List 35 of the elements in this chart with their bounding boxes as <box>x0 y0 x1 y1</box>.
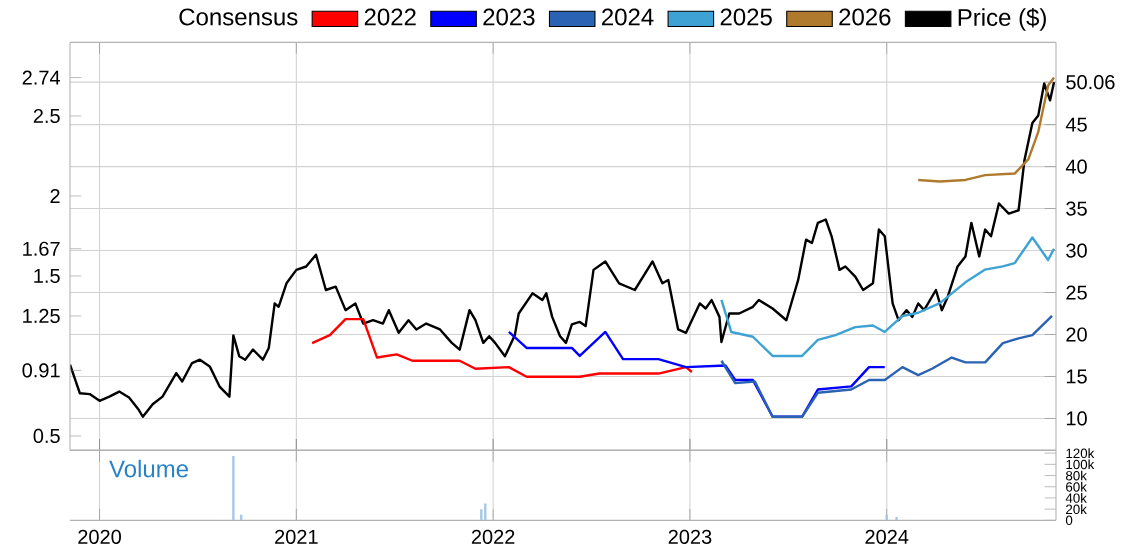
y-tick-label: 2.5 <box>33 108 60 123</box>
legend-title: Consensus <box>179 8 298 26</box>
legend-label: 2022 <box>364 8 416 26</box>
line-series <box>507 330 886 418</box>
y2-tick-label: 15 <box>1066 369 1087 384</box>
legend-label: Price ($) <box>958 7 1046 31</box>
y-tick-label: 1.25 <box>23 308 60 323</box>
x-tick-label: 2021 <box>275 529 318 544</box>
y-tick-label: 0.91 <box>22 362 60 378</box>
legend-label: 2026 <box>839 8 891 26</box>
line-series <box>720 235 1056 357</box>
y2-tick-label: 30 <box>1066 243 1087 258</box>
y2-tick-label: 40 <box>1065 159 1087 174</box>
x-tick-label: 2023 <box>668 529 712 544</box>
y-tick-label: 2.74 <box>22 70 61 85</box>
x-tick-label: 2022 <box>471 529 515 544</box>
y2-tick-label: 25 <box>1066 285 1087 300</box>
y-tick-label: 0.5 <box>33 428 60 443</box>
chart-title: Volume <box>109 459 189 477</box>
line-series <box>310 317 694 378</box>
y2-tick-label: 10 <box>1066 410 1087 426</box>
y2-tick-label: 35 <box>1066 201 1087 216</box>
legend-label: 2025 <box>720 8 772 26</box>
x-tick-label: 2024 <box>865 529 909 544</box>
line-series <box>720 314 1054 418</box>
legend-label: 2023 <box>483 8 535 26</box>
y2-tick-label: 20 <box>1066 327 1087 342</box>
y-tick-label: 1.67 <box>23 241 60 256</box>
y-tick-label: 1.5 <box>34 268 60 283</box>
y2-tick-label: 45 <box>1065 117 1087 132</box>
y2-tick-label: 50.06 <box>1066 74 1115 89</box>
line-series <box>917 75 1056 183</box>
x-tick-label: 2020 <box>78 529 121 544</box>
legend-label: 2024 <box>602 8 654 26</box>
y-tick-label: 2 <box>50 188 60 203</box>
